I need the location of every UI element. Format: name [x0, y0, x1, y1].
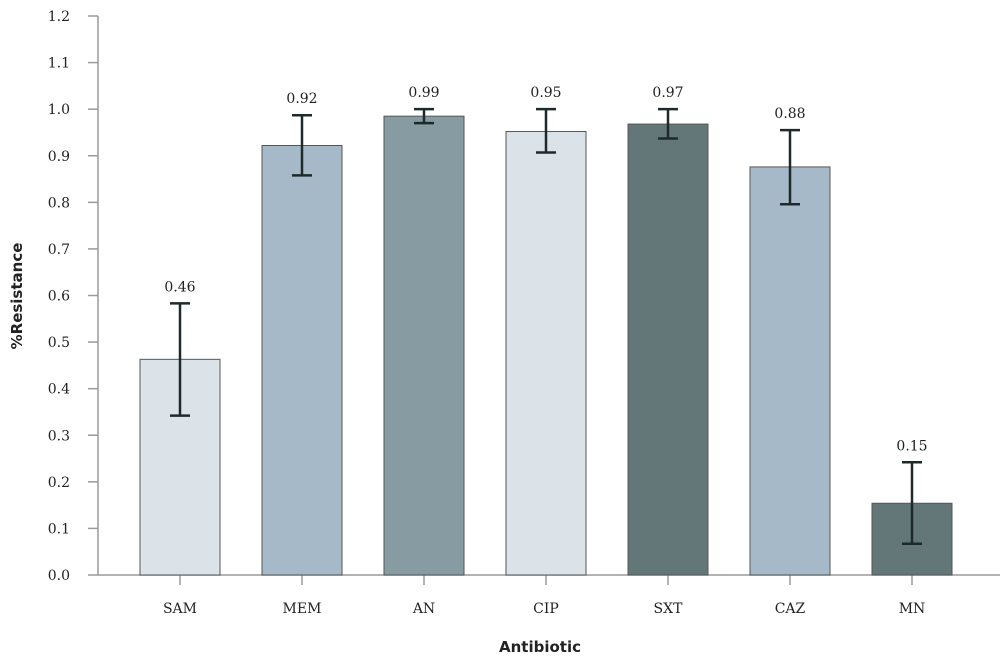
y-tick-label: 0.4 — [48, 382, 70, 398]
y-tick-label: 0.2 — [48, 475, 70, 491]
data-label-caz: 0.88 — [774, 106, 805, 122]
x-tick-label: MN — [899, 601, 926, 617]
data-label-sam: 0.46 — [164, 279, 195, 295]
x-tick-label: MEM — [283, 601, 322, 617]
y-tick-label: 0.0 — [48, 568, 70, 584]
x-tick-label: SAM — [163, 601, 197, 617]
y-tick-label: 0.9 — [48, 149, 70, 165]
data-label-an: 0.99 — [408, 85, 439, 101]
y-tick-label: 0.8 — [48, 195, 70, 211]
x-tick-label: CAZ — [775, 601, 806, 617]
bar-mem — [261, 145, 343, 576]
error-bars — [170, 107, 922, 546]
bars — [139, 115, 953, 576]
y-tick-label: 0.5 — [48, 335, 70, 351]
y-tick-label: 1.2 — [48, 9, 70, 25]
y-tick-label: 0.3 — [48, 428, 70, 444]
x-axis-title: Antibiotic — [499, 638, 581, 656]
y-tick-label: 0.1 — [48, 521, 70, 537]
data-label-mem: 0.92 — [286, 91, 317, 107]
data-label-mn: 0.15 — [896, 438, 927, 454]
axes: 0.0 0.1 0.2 0.3 0.4 0.5 0.6 0.7 0.8 0.9 1.0 1.1 1.2 S… — [48, 9, 1000, 617]
data-label-cip: 0.95 — [530, 85, 561, 101]
y-axis-title: %Resistance — [8, 243, 26, 350]
x-tick-label: CIP — [533, 601, 559, 617]
data-labels: 0.46 0.92 0.99 0.95 0.97 0.88 0.15 — [164, 85, 927, 454]
bar-sxt — [627, 123, 709, 576]
x-tick-label: AN — [412, 601, 435, 617]
y-tick-label: 0.7 — [48, 242, 70, 258]
bar-cip — [505, 131, 587, 576]
bar-an — [383, 115, 465, 576]
y-tick-label: 0.6 — [48, 289, 70, 305]
y-tick-label: 1.0 — [48, 102, 70, 118]
y-tick-label: 1.1 — [48, 56, 70, 72]
bar-caz — [749, 166, 831, 576]
data-label-sxt: 0.97 — [652, 85, 683, 101]
x-tick-label: SXT — [654, 601, 684, 617]
